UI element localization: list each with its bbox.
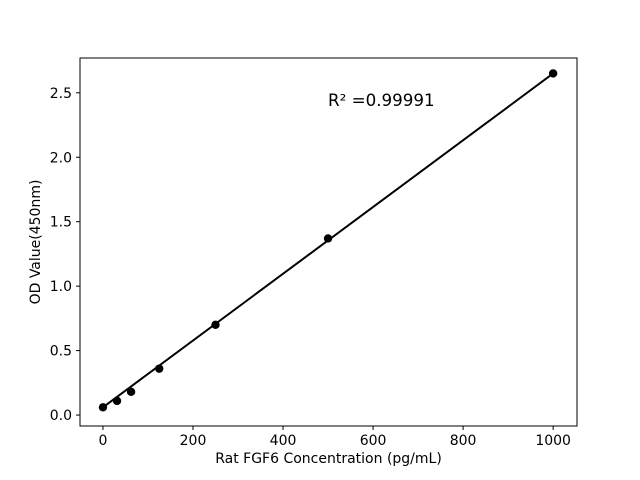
x-tick-label: 600: [360, 433, 387, 449]
r-squared-annotation: R² =0.99991: [328, 89, 435, 110]
y-tick-label: 0.0: [50, 408, 72, 424]
y-tick-label: 1.5: [50, 215, 72, 231]
x-tick-label: 1000: [535, 433, 571, 449]
plot-border: [79, 57, 578, 427]
data-point: [155, 364, 164, 373]
data-point: [323, 234, 333, 243]
y-tick-label: 0.5: [50, 344, 72, 360]
x-tick-label: 400: [270, 433, 297, 449]
data-point: [98, 403, 108, 412]
data-point: [211, 320, 220, 330]
data-point: [112, 396, 122, 406]
x-axis-label: Rat FGF6 Concentration (pg/mL): [215, 451, 442, 467]
y-tick-label: 2.5: [50, 86, 72, 102]
y-tick-label: 1.0: [50, 279, 72, 295]
data-point: [126, 387, 136, 397]
x-tick-label: 200: [180, 433, 207, 449]
data-point: [548, 69, 558, 78]
x-tick-label: 800: [450, 433, 477, 449]
y-axis-label: OD Value(450nm): [28, 179, 44, 305]
x-tick-label: 0: [98, 433, 107, 449]
y-tick-label: 2.0: [50, 150, 72, 166]
